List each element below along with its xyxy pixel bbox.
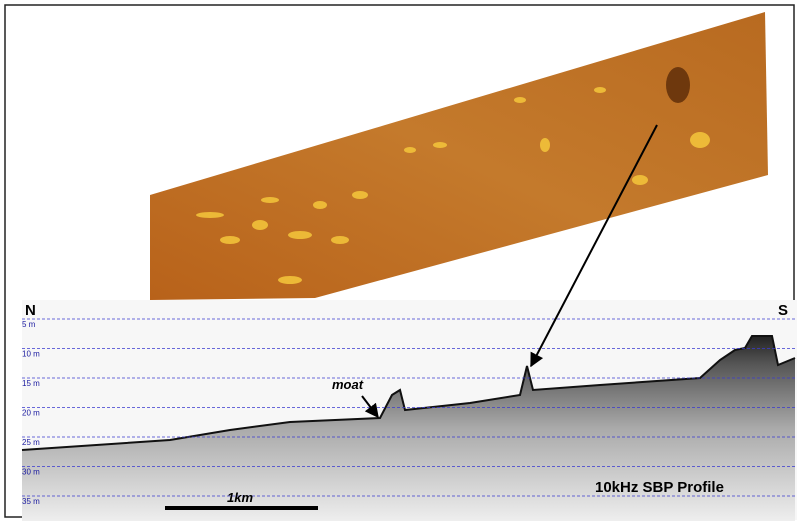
depth-label: 25 m — [22, 438, 40, 447]
annotation: moat — [332, 377, 364, 392]
profile-title: 10kHz SBP Profile — [595, 479, 724, 496]
south-label: S — [778, 302, 788, 319]
depth-label: 20 m — [22, 409, 40, 418]
scale-label: 1km — [227, 490, 253, 505]
depth-label: 10 m — [22, 350, 40, 359]
figure: 5 m 10 m 15 m 20 m 25 m 30 m 35 m moat N S 1km… — [0, 0, 798, 521]
depth-label: 35 m — [22, 497, 40, 506]
depth-label: 15 m — [22, 379, 40, 388]
depth-label: 30 m — [22, 468, 40, 477]
north-label: N — [25, 302, 36, 319]
depth-label: 5 m — [22, 320, 36, 329]
